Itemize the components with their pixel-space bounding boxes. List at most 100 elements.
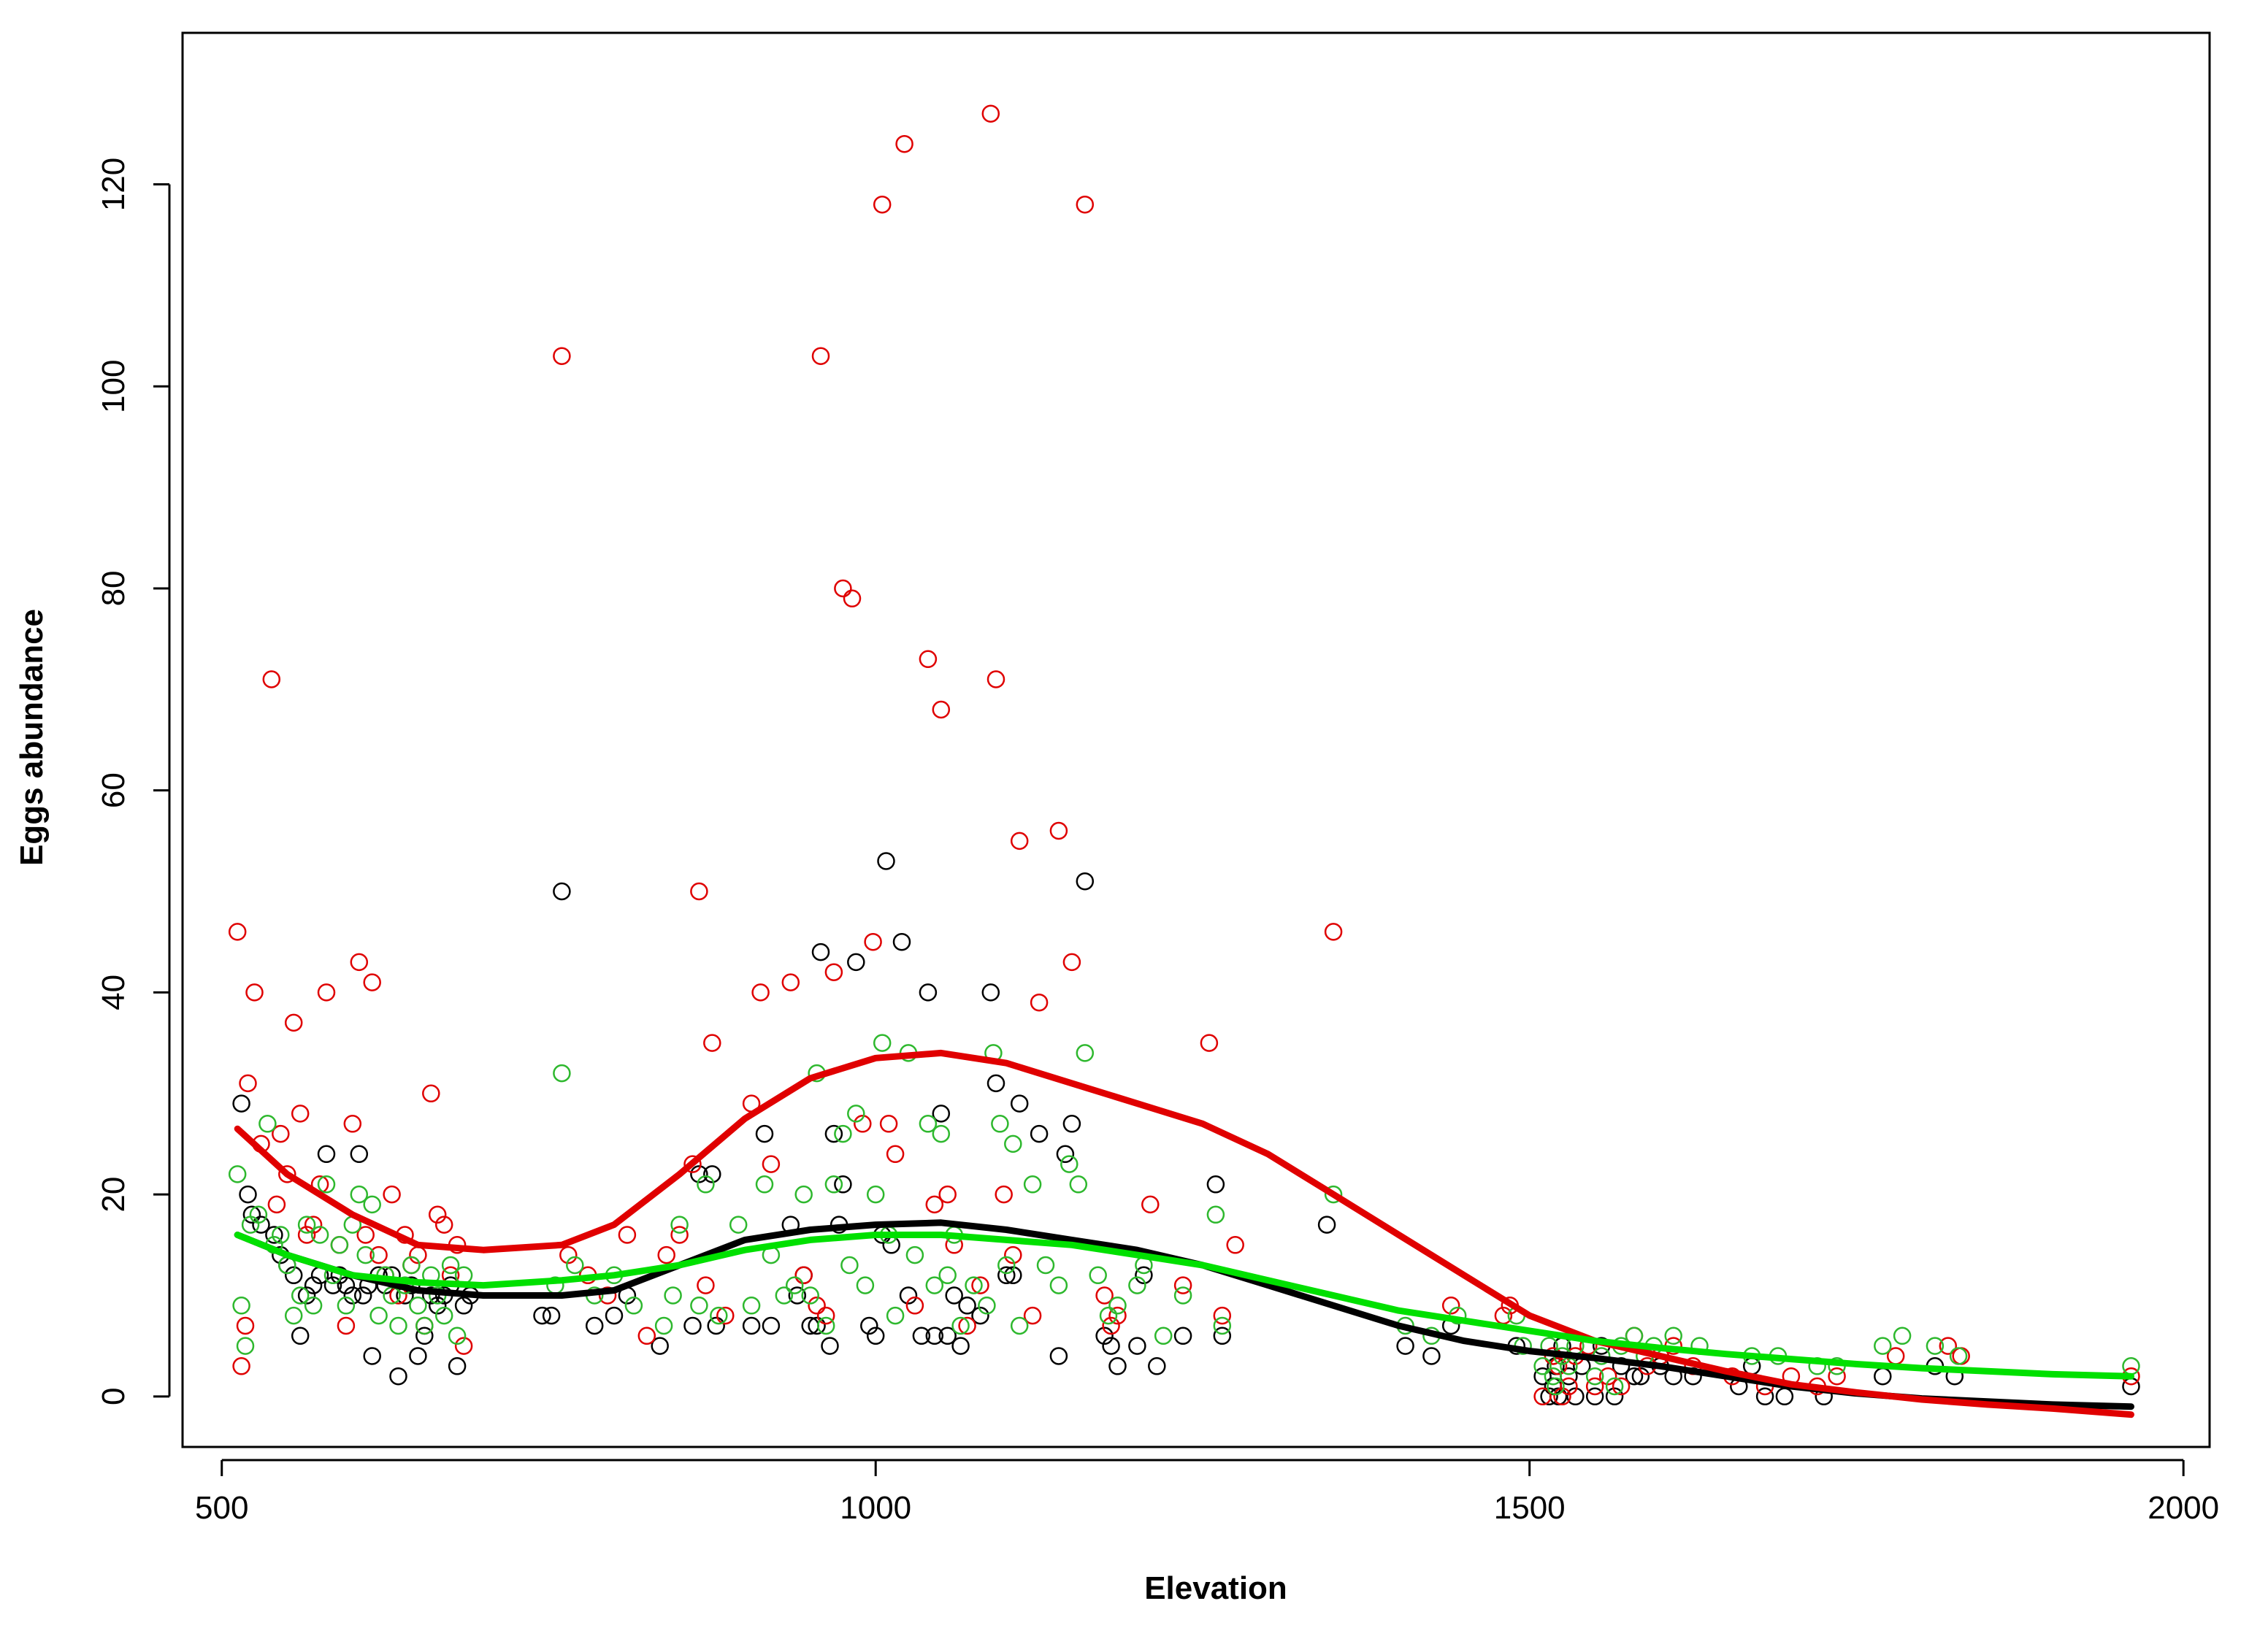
data-point-series-3 — [389, 1316, 407, 1335]
y-tick-label: 20 — [96, 1177, 131, 1213]
data-point-series-3 — [1154, 1326, 1173, 1345]
y-tick-label: 0 — [96, 1388, 131, 1405]
data-point-series-1 — [808, 1316, 826, 1335]
data-point-series-3 — [304, 1297, 323, 1315]
data-point-series-2 — [1062, 953, 1081, 972]
data-point-series-3 — [441, 1256, 460, 1275]
data-point-series-3 — [710, 1306, 728, 1325]
data-point-series-1 — [542, 1306, 561, 1325]
data-point-series-1 — [882, 1236, 900, 1254]
data-point-series-1 — [945, 1286, 963, 1305]
data-point-series-2 — [1598, 1367, 1617, 1386]
data-point-series-3 — [249, 1205, 268, 1224]
data-point-series-2 — [434, 1216, 453, 1234]
data-point-series-1 — [932, 1105, 951, 1123]
data-point-series-1 — [690, 1165, 708, 1183]
data-point-series-2 — [1226, 1236, 1244, 1254]
data-point-series-3 — [1949, 1347, 1968, 1365]
data-point-series-1 — [1095, 1326, 1114, 1345]
data-point-series-3 — [1010, 1316, 1029, 1335]
data-point-series-2 — [422, 1084, 440, 1103]
data-point-series-3 — [228, 1165, 247, 1183]
data-point-series-2 — [284, 1013, 303, 1032]
data-point-series-2 — [824, 963, 843, 981]
data-point-series-3 — [1004, 1134, 1022, 1153]
data-point-series-2 — [350, 953, 369, 972]
data-point-series-2 — [905, 1297, 924, 1315]
data-point-series-1 — [742, 1316, 761, 1335]
data-point-series-1 — [1049, 1347, 1068, 1365]
data-point-series-1 — [986, 1074, 1005, 1093]
data-point-series-2 — [808, 1297, 826, 1315]
data-point-series-1 — [1056, 1145, 1075, 1164]
data-point-series-1 — [877, 852, 895, 870]
data-point-series-1 — [553, 882, 571, 901]
data-point-series-3 — [873, 1034, 892, 1052]
data-point-series-1 — [755, 1124, 774, 1143]
data-point-series-2 — [1049, 821, 1068, 840]
data-point-series-3 — [690, 1297, 708, 1315]
data-point-series-3 — [697, 1175, 715, 1194]
data-point-series-3 — [310, 1226, 329, 1244]
x-tick-label: 1500 — [1494, 1490, 1566, 1526]
y-axis: 0 20 40 60 80 100 120 — [96, 158, 171, 1405]
data-point-series-1 — [997, 1266, 1016, 1285]
data-point-series-1 — [938, 1326, 957, 1345]
data-point-series-2 — [690, 882, 708, 901]
smooth-line-green — [234, 1232, 2134, 1380]
data-point-series-2 — [895, 134, 913, 153]
data-point-series-3 — [1076, 1044, 1095, 1062]
plot-frame — [181, 31, 2211, 1448]
data-point-series-3 — [1206, 1205, 1225, 1224]
data-point-series-3 — [1544, 1367, 1563, 1386]
data-point-series-3 — [1324, 1185, 1343, 1204]
data-point-series-1 — [824, 1124, 843, 1143]
data-point-series-3 — [566, 1256, 584, 1275]
data-point-series-3 — [434, 1306, 453, 1325]
data-point-series-3 — [905, 1245, 924, 1264]
data-point-series-2 — [1441, 1297, 1460, 1315]
data-point-series-1 — [912, 1326, 931, 1345]
data-point-series-1 — [337, 1276, 356, 1294]
data-point-series-3 — [1108, 1297, 1127, 1315]
data-point-series-1 — [1030, 1124, 1049, 1143]
data-point-series-3 — [978, 1297, 996, 1315]
data-point-series-1 — [291, 1326, 310, 1345]
data-point-series-3 — [925, 1276, 944, 1294]
data-point-series-3 — [824, 1175, 843, 1194]
data-point-series-1 — [422, 1286, 440, 1305]
data-point-series-2 — [995, 1185, 1013, 1204]
data-point-series-2 — [873, 195, 892, 214]
data-point-series-3 — [1213, 1316, 1232, 1335]
data-point-series-3 — [232, 1297, 250, 1315]
data-point-series-1 — [428, 1297, 447, 1315]
data-point-series-3 — [297, 1216, 316, 1234]
smooth-line-red — [234, 1049, 2134, 1418]
data-point-series-3 — [729, 1216, 748, 1234]
data-point-series-2 — [1076, 195, 1095, 214]
data-point-series-3 — [284, 1306, 303, 1325]
data-point-series-3 — [742, 1297, 761, 1315]
data-point-series-2 — [751, 983, 770, 1002]
data-point-series-2 — [428, 1205, 447, 1224]
data-point-series-1 — [605, 1306, 624, 1325]
data-point-series-2 — [1030, 993, 1049, 1012]
data-point-series-2 — [657, 1245, 675, 1264]
data-point-series-1 — [323, 1276, 342, 1294]
data-point-series-3 — [363, 1195, 381, 1214]
data-point-series-3 — [402, 1256, 421, 1275]
data-point-series-2 — [816, 1306, 835, 1325]
data-point-series-3 — [1023, 1175, 1042, 1194]
data-point-series-2 — [245, 983, 264, 1002]
data-point-series-1 — [1128, 1337, 1146, 1355]
data-point-series-1 — [448, 1357, 467, 1375]
data-point-series-3 — [801, 1286, 819, 1305]
data-point-series-2 — [1102, 1316, 1120, 1335]
data-point-series-1 — [1396, 1337, 1414, 1355]
data-point-series-3 — [856, 1276, 875, 1294]
data-point-series-2 — [1023, 1306, 1042, 1325]
data-point-series-2 — [932, 700, 951, 719]
data-point-series-1 — [304, 1276, 323, 1294]
data-point-series-3 — [369, 1306, 388, 1325]
data-point-series-1 — [919, 983, 938, 1002]
